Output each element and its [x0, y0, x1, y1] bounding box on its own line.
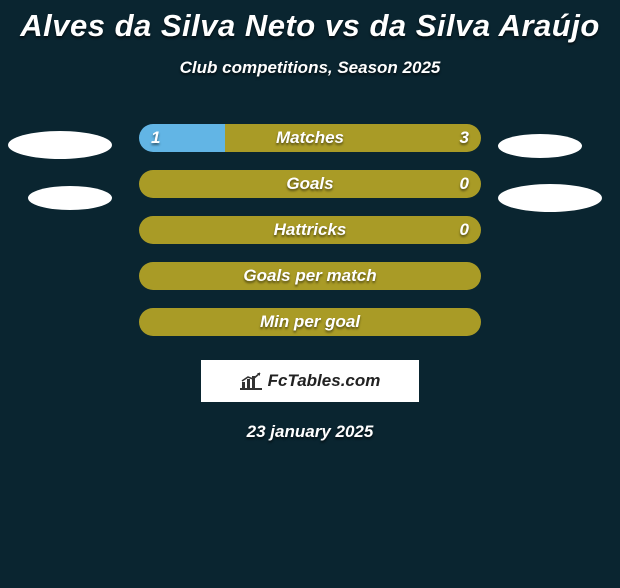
fctables-badge: FcTables.com [201, 360, 419, 402]
stat-bar-left [139, 308, 481, 336]
stat-bar-left [139, 262, 481, 290]
stat-bar: Goals per match [139, 262, 481, 290]
stat-row: Min per goal [0, 308, 620, 336]
fctables-badge-text: FcTables.com [268, 371, 381, 391]
stat-bar: Min per goal [139, 308, 481, 336]
stat-row: Hattricks0 [0, 216, 620, 244]
side-ellipse [498, 134, 582, 158]
stat-bar: Matches13 [139, 124, 481, 152]
subtitle: Club competitions, Season 2025 [0, 58, 620, 78]
stat-bar-left [139, 170, 481, 198]
stat-bar-left [139, 124, 225, 152]
side-ellipse [498, 184, 602, 212]
date-text: 23 january 2025 [0, 422, 620, 442]
stat-row: Goals per match [0, 262, 620, 290]
stat-bar-left [139, 216, 481, 244]
side-ellipse [28, 186, 112, 210]
side-ellipse [8, 131, 112, 159]
page-title: Alves da Silva Neto vs da Silva Araújo [0, 8, 620, 44]
stat-bar: Hattricks0 [139, 216, 481, 244]
stat-bar-right [225, 124, 482, 152]
fctables-chart-icon [240, 372, 262, 390]
stat-bar: Goals0 [139, 170, 481, 198]
